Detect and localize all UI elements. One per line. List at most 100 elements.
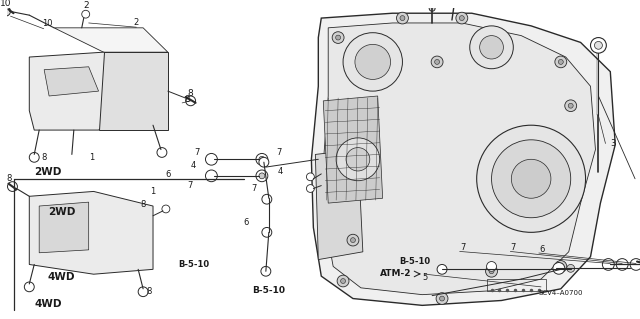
Circle shape [307, 185, 314, 192]
Text: 2WD: 2WD [34, 167, 61, 177]
Circle shape [337, 275, 349, 287]
Circle shape [477, 125, 586, 232]
Circle shape [205, 170, 218, 182]
Circle shape [431, 56, 443, 68]
Text: 6: 6 [243, 218, 249, 227]
Text: 2WD: 2WD [48, 207, 75, 217]
Circle shape [138, 287, 148, 297]
Circle shape [555, 261, 567, 272]
Text: 4: 4 [191, 161, 196, 170]
Circle shape [397, 12, 408, 24]
Circle shape [486, 265, 497, 277]
Circle shape [157, 148, 167, 157]
Circle shape [1, 6, 10, 16]
Circle shape [351, 238, 355, 242]
Circle shape [307, 173, 314, 181]
Polygon shape [39, 202, 89, 253]
Text: 2: 2 [83, 1, 88, 10]
Text: 2: 2 [134, 18, 139, 27]
Polygon shape [44, 67, 99, 96]
Text: 6: 6 [165, 170, 171, 179]
Text: B-5-10: B-5-10 [178, 260, 209, 269]
Polygon shape [323, 23, 595, 295]
Polygon shape [323, 96, 383, 203]
Polygon shape [29, 52, 168, 130]
Text: 7: 7 [276, 148, 282, 157]
Circle shape [602, 259, 614, 270]
Circle shape [262, 194, 272, 204]
Circle shape [82, 10, 90, 18]
Circle shape [591, 38, 606, 53]
Text: 1: 1 [90, 153, 95, 162]
Circle shape [400, 16, 405, 20]
Circle shape [355, 44, 390, 79]
Text: B-5-10: B-5-10 [252, 286, 285, 295]
Circle shape [205, 153, 218, 165]
Circle shape [262, 227, 272, 237]
Circle shape [456, 12, 468, 24]
Text: 8: 8 [140, 200, 145, 209]
Circle shape [595, 41, 602, 49]
Circle shape [24, 282, 34, 292]
Circle shape [470, 26, 513, 69]
Circle shape [558, 264, 563, 269]
Circle shape [347, 234, 359, 246]
Text: 5: 5 [422, 272, 428, 282]
Circle shape [511, 159, 551, 198]
Text: 4WD: 4WD [34, 299, 61, 308]
Text: 10: 10 [0, 0, 12, 8]
Circle shape [558, 59, 563, 64]
Circle shape [489, 269, 494, 274]
Circle shape [259, 173, 265, 179]
Circle shape [553, 263, 564, 274]
Text: 8: 8 [184, 95, 189, 105]
Circle shape [29, 152, 39, 162]
Text: 7: 7 [194, 148, 199, 157]
Circle shape [261, 266, 271, 276]
Circle shape [256, 153, 268, 165]
Circle shape [256, 170, 268, 182]
Circle shape [335, 35, 340, 40]
Circle shape [568, 103, 573, 108]
Text: 3: 3 [611, 139, 616, 148]
Text: B-5-10: B-5-10 [399, 257, 431, 266]
Circle shape [186, 96, 196, 106]
Text: 4WD: 4WD [48, 272, 76, 282]
Text: 7: 7 [511, 243, 516, 252]
Circle shape [440, 296, 445, 301]
Circle shape [162, 205, 170, 213]
Text: 4: 4 [278, 167, 284, 176]
Circle shape [340, 278, 346, 284]
Circle shape [460, 16, 464, 20]
Polygon shape [312, 13, 615, 305]
Text: 8: 8 [42, 153, 47, 162]
Text: ATM-2: ATM-2 [380, 270, 412, 278]
Text: 7: 7 [460, 243, 465, 252]
Text: 7: 7 [188, 181, 193, 190]
Circle shape [486, 262, 497, 271]
Text: 10: 10 [42, 19, 53, 28]
Circle shape [8, 182, 17, 191]
Circle shape [343, 33, 403, 91]
Circle shape [259, 157, 269, 167]
Circle shape [555, 56, 567, 68]
Text: 8: 8 [146, 287, 152, 296]
Circle shape [492, 140, 571, 218]
Circle shape [435, 59, 440, 64]
Polygon shape [29, 191, 153, 274]
Text: 1: 1 [150, 187, 156, 196]
Circle shape [564, 100, 577, 112]
Circle shape [437, 264, 447, 274]
Text: 7: 7 [252, 184, 257, 193]
Circle shape [630, 259, 640, 270]
Text: 8: 8 [7, 174, 12, 183]
Text: 8: 8 [188, 89, 193, 98]
Circle shape [436, 293, 448, 304]
Circle shape [332, 32, 344, 43]
Text: 6: 6 [539, 245, 545, 254]
Circle shape [616, 259, 628, 270]
Circle shape [259, 156, 265, 162]
Circle shape [336, 138, 380, 181]
Polygon shape [54, 28, 168, 52]
Circle shape [567, 264, 575, 272]
